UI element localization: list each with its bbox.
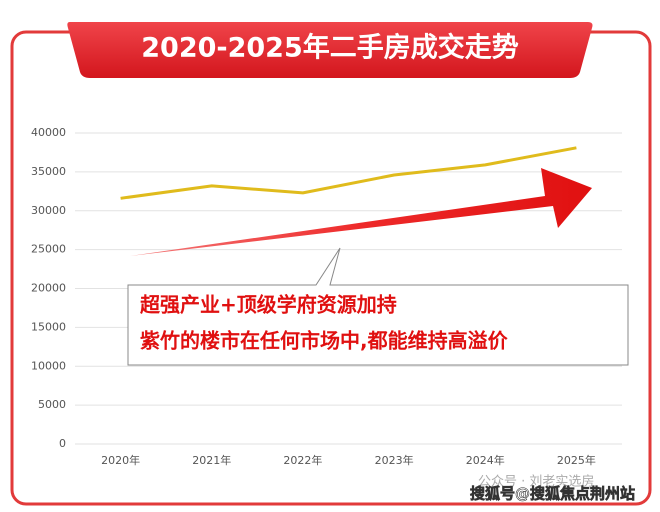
- x-tick-label: 2024年: [466, 453, 505, 467]
- y-tick-label: 10000: [31, 359, 66, 372]
- y-tick-label: 15000: [31, 320, 66, 333]
- y-tick-label: 5000: [38, 398, 66, 411]
- callout-box: [127, 247, 629, 366]
- y-tick-label: 0: [59, 437, 66, 450]
- x-tick-label: 2023年: [375, 453, 414, 467]
- y-tick-label: 35000: [31, 165, 66, 178]
- x-tick-label: 2025年: [557, 453, 596, 467]
- annotation: 紫竹的楼市在任何市场中,都能维持高溢价: [140, 329, 509, 353]
- x-tick-label: 2021年: [192, 453, 231, 467]
- x-tick-label: 2020年: [101, 453, 140, 467]
- chart-title: 2020-2025年二手房成交走势: [141, 32, 519, 64]
- x-tick-label: 2022年: [283, 453, 322, 467]
- trend-arrow: [130, 168, 592, 256]
- y-tick-label: 25000: [31, 243, 66, 256]
- y-tick-label: 20000: [31, 282, 66, 295]
- annotation: 超强产业+顶级学府资源加持: [139, 293, 397, 317]
- callout: 超强产业+顶级学府资源加持 紫竹的楼市在任何市场中,都能维持高溢价: [127, 247, 629, 366]
- line-series: [120, 146, 577, 200]
- title-banner: [67, 22, 593, 78]
- watermark: 搜狐号@搜狐焦点荆州站: [470, 485, 635, 503]
- y-tick-label: 30000: [31, 204, 66, 217]
- y-tick-label: 40000: [31, 126, 66, 139]
- watermark: 公众号 · 刘老实选房: [478, 474, 594, 490]
